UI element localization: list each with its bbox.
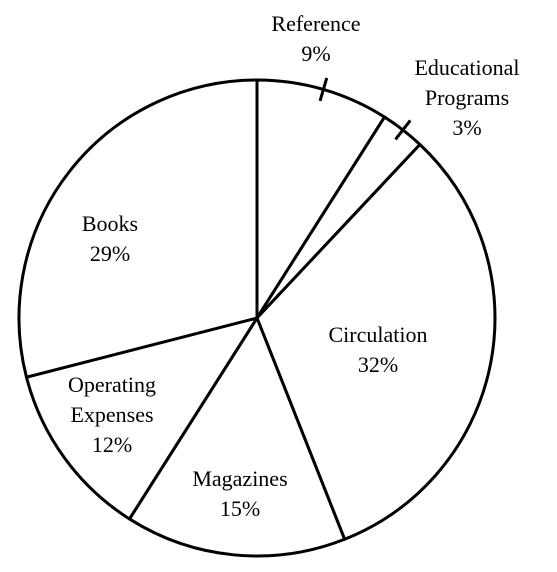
pie-slice-books — [17, 78, 259, 379]
slice-label-books: Books 29% — [82, 211, 138, 266]
slice-percent-magazines: 15% — [220, 496, 260, 521]
slice-name-magazines: Magazines — [192, 466, 287, 491]
slice-percent-reference: 9% — [301, 41, 330, 66]
slice-label-operating-expenses: Operating Expenses 12% — [68, 372, 156, 457]
leader-line-educational-programs — [394, 119, 412, 141]
slice-percent-operating-expenses: 12% — [92, 432, 132, 457]
pie-slice-circulation — [255, 143, 497, 541]
slice-name-reference: Reference — [271, 11, 360, 36]
slice-name-books: Books — [82, 211, 138, 236]
slice-labels: Reference 9% Educational Programs 3% Circulat… — [68, 11, 520, 521]
slice-label-magazines: Magazines 15% — [192, 466, 287, 521]
slice-label-reference: Reference 9% — [271, 11, 360, 66]
slice-percent-books: 29% — [90, 241, 130, 266]
slice-name-educational-programs: Programs — [425, 85, 509, 110]
slice-name-educational-programs: Educational — [414, 55, 519, 80]
pie-slice-operating-expenses — [24, 316, 259, 521]
slice-label-circulation: Circulation 32% — [329, 322, 428, 377]
slice-name-circulation: Circulation — [329, 322, 428, 347]
slice-label-educational-programs: Educational Programs 3% — [414, 55, 519, 140]
slice-percent-circulation: 32% — [358, 352, 398, 377]
leader-lines — [318, 77, 412, 141]
slice-name-operating-expenses: Expenses — [70, 402, 153, 427]
pie-slice-magazines — [127, 316, 347, 558]
pie-wedges — [17, 78, 497, 558]
slice-name-operating-expenses: Operating — [68, 372, 156, 397]
slice-percent-educational-programs: 3% — [452, 115, 481, 140]
leader-line-reference — [318, 77, 329, 102]
